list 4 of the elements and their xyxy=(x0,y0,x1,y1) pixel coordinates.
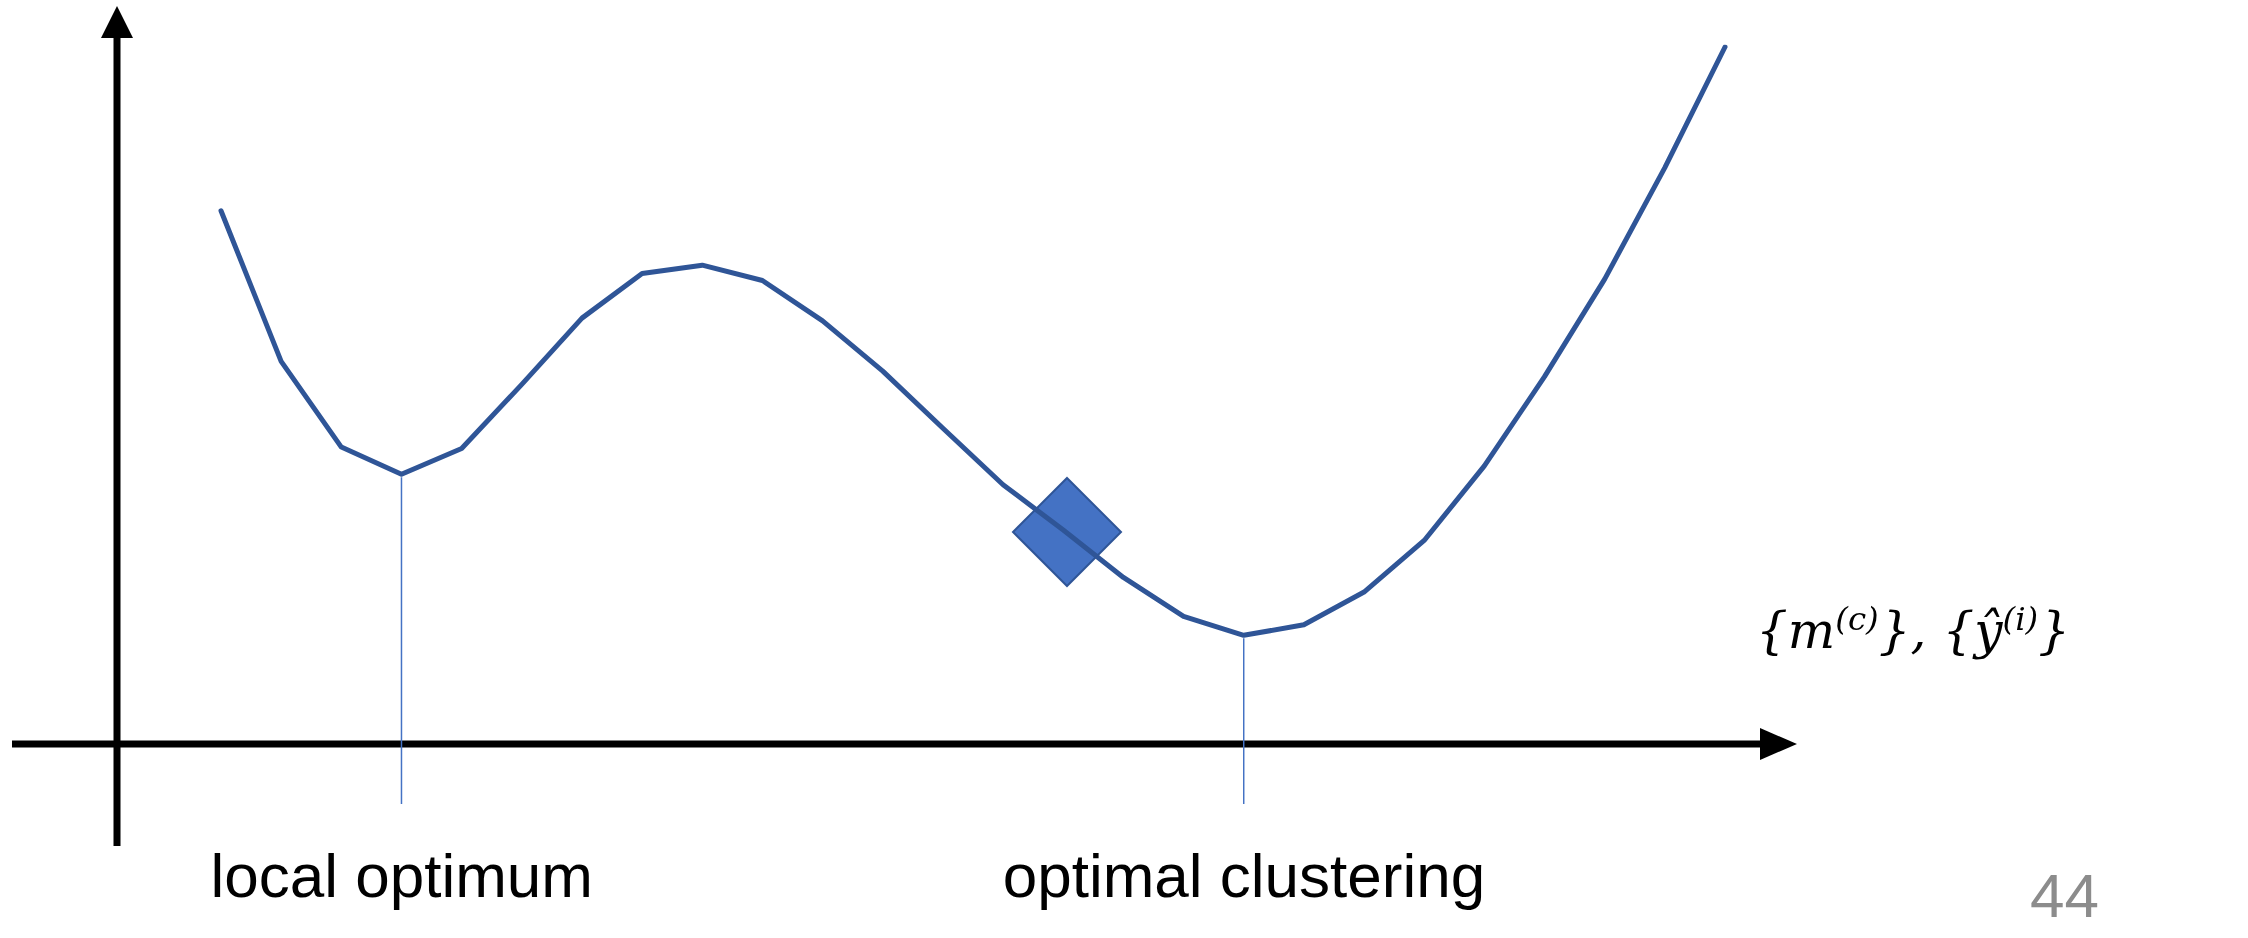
x-axis-title: {m$^{(c)}$}, {ŷ$^{(i)}$} xyxy=(1756,600,2071,660)
text: optimal clustering xyxy=(1002,840,1486,911)
text: local optimum xyxy=(210,840,593,911)
text: 44 xyxy=(2030,860,2099,931)
